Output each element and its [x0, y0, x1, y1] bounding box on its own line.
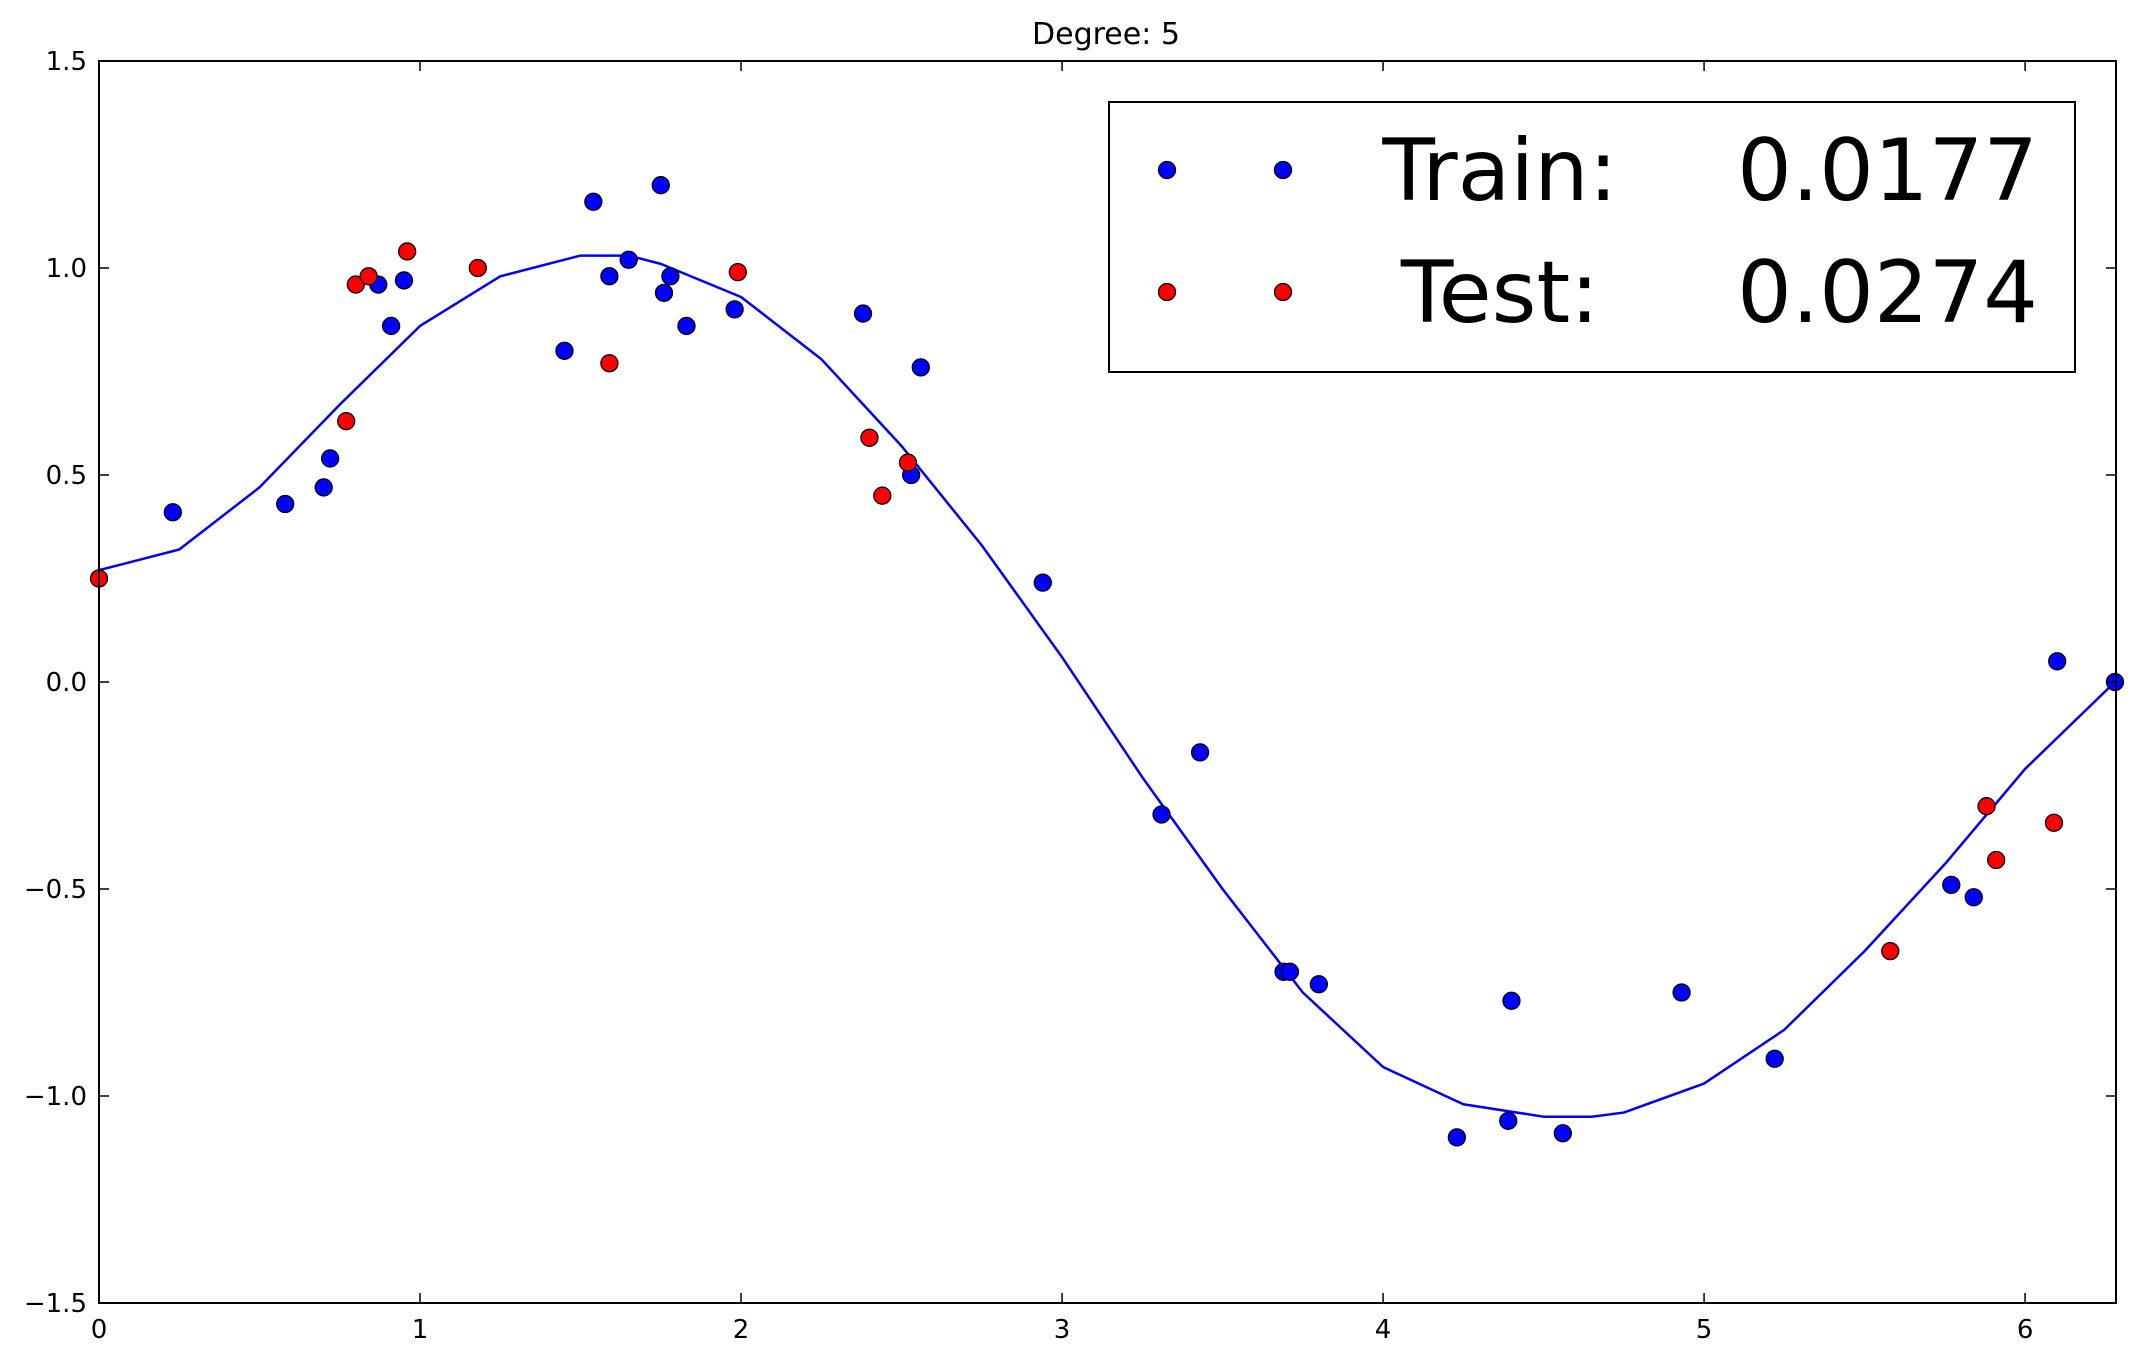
- data-point: [860, 428, 879, 447]
- legend-marker: [1157, 282, 1177, 302]
- data-point: [853, 304, 873, 323]
- plot-area: [89, 176, 2125, 1147]
- data-point: [398, 242, 417, 261]
- data-point: [1942, 875, 1961, 895]
- data-point: [1447, 1128, 1467, 1147]
- data-point: [725, 300, 744, 319]
- data-point: [1881, 941, 1900, 961]
- data-point: [320, 449, 340, 468]
- data-point: [1499, 1111, 1518, 1130]
- y-tick-label: 1.5: [46, 47, 87, 77]
- legend-marker: [1157, 160, 1177, 180]
- y-axis: 1.5 1.0 0.5 0.0 −0.5 −1.0 −1.5: [24, 47, 2116, 1319]
- chart-title: Degree: 5: [1032, 17, 1180, 52]
- y-tick-label: 1.0: [46, 254, 87, 284]
- x-tick-label: 4: [1375, 1315, 1392, 1345]
- y-tick-label: 0.5: [46, 461, 87, 491]
- legend-entry: Train: 0.0177: [1157, 121, 2038, 221]
- data-point: [661, 267, 680, 286]
- legend-box: [1108, 101, 2076, 373]
- legend: Train: 0.0177 Test: 0.0274: [1108, 101, 2076, 373]
- x-tick-label: 2: [733, 1315, 750, 1345]
- train-points: [163, 176, 2125, 1147]
- data-point: [1977, 797, 1996, 816]
- legend-score: 0.0274: [1737, 243, 2038, 343]
- data-point: [337, 412, 356, 431]
- x-axis: 0 1 2 3 4 5 6: [91, 61, 2034, 1345]
- data-point: [2044, 813, 2064, 832]
- legend-score: 0.0177: [1737, 121, 2038, 221]
- x-tick-label: 3: [1054, 1315, 1071, 1345]
- data-point: [1152, 805, 1171, 824]
- data-point: [1190, 743, 1210, 762]
- y-tick-label: −1.0: [24, 1082, 87, 1112]
- legend-marker: [1273, 160, 1293, 180]
- data-point: [600, 354, 619, 373]
- data-point: [654, 283, 674, 302]
- data-point: [163, 503, 182, 522]
- data-point: [1280, 962, 1300, 981]
- axes-frame: [98, 60, 2117, 1304]
- data-point: [381, 316, 401, 336]
- data-point: [728, 262, 747, 282]
- y-tick-label: 0.0: [46, 668, 87, 698]
- data-point: [1553, 1124, 1572, 1143]
- test-points: [89, 242, 2064, 961]
- data-point: [1033, 573, 1052, 592]
- data-point: [1309, 975, 1329, 994]
- y-tick-label: −1.5: [24, 1289, 87, 1319]
- data-point: [314, 478, 333, 497]
- fit-curve-line: [99, 254, 2116, 1118]
- data-point: [2048, 652, 2067, 671]
- data-point: [346, 275, 365, 294]
- data-point: [651, 176, 670, 195]
- x-tick-label: 0: [91, 1315, 108, 1345]
- x-tick-label: 5: [1696, 1315, 1713, 1345]
- data-point: [911, 358, 930, 377]
- data-point: [584, 192, 603, 211]
- data-point: [873, 486, 892, 505]
- data-point: [600, 267, 619, 286]
- data-point: [394, 271, 414, 290]
- legend-marker: [1273, 282, 1293, 302]
- data-point: [898, 453, 918, 472]
- legend-entry: Test: 0.0274: [1157, 243, 2038, 343]
- y-tick-label: −0.5: [24, 875, 87, 905]
- data-point: [677, 316, 696, 336]
- legend-label: Test:: [1400, 243, 1599, 343]
- legend-label: Train:: [1381, 121, 1617, 221]
- data-point: [1765, 1049, 1784, 1068]
- data-point: [468, 258, 487, 278]
- data-point: [1987, 850, 2006, 870]
- data-point: [359, 267, 378, 286]
- data-point: [1502, 991, 1521, 1010]
- data-point: [1672, 983, 1691, 1002]
- x-tick-label: 6: [2017, 1315, 2034, 1345]
- data-point: [1964, 888, 1983, 907]
- data-point: [619, 250, 638, 269]
- data-point: [555, 341, 574, 360]
- x-tick-label: 1: [412, 1315, 429, 1345]
- data-point: [276, 494, 295, 514]
